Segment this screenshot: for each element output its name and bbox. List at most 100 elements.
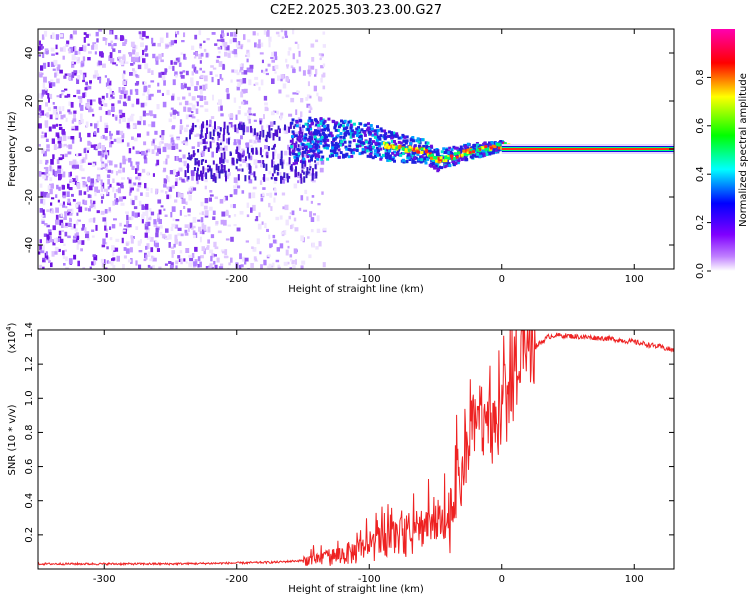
spectrogram-noise-cell: [225, 211, 229, 217]
spectrogram-noise-cell: [310, 65, 315, 70]
spectrogram-noise-cell: [189, 134, 191, 140]
spectrogram-signal-cell: [383, 153, 387, 157]
spectrogram-noise-cell: [199, 43, 202, 49]
spectrogram-noise-cell: [81, 159, 85, 163]
spectrogram-peak-cell: [434, 157, 438, 161]
spectrogram-noise-cell: [255, 135, 259, 140]
spectrogram-signal-cell: [326, 128, 330, 132]
spectrogram-noise-cell: [50, 184, 54, 189]
spectrogram-noise-cell: [160, 205, 164, 208]
spectrogram-noise-cell: [99, 115, 102, 122]
spectrogram-signal-cell: [347, 132, 351, 136]
spectrogram-noise-cell: [310, 200, 313, 204]
spectrogram-signal-cell: [307, 150, 311, 153]
spectrogram-signal-cell: [405, 139, 409, 143]
spectrogram-noise-cell: [68, 76, 71, 81]
spectrogram-noise-cell: [49, 177, 53, 182]
spectrogram-noise-cell: [202, 84, 206, 91]
spectrogram-noise-cell: [256, 238, 260, 245]
spectrogram-noise-cell: [143, 157, 148, 164]
spectrogram-noise-cell: [266, 193, 270, 196]
spectrogram-noise-cell: [91, 45, 95, 50]
spectrogram-noise-cell: [137, 268, 140, 269]
spectrogram-noise-cell: [100, 179, 103, 186]
spectrogram-noise-cell: [149, 93, 154, 97]
spectrogram-noise-cell: [198, 30, 202, 36]
spectrogram-peak-cell: [468, 150, 472, 154]
spectrogram-noise-cell: [188, 189, 193, 193]
spectrogram-noise-cell: [41, 34, 45, 40]
spectrogram-noise-cell: [266, 124, 270, 128]
spectrogram-noise-cell: [140, 42, 144, 47]
spectrogram-noise-cell: [42, 52, 45, 58]
spectrogram-noise-cell: [109, 52, 113, 58]
spectrogram-peak-cell: [408, 145, 412, 149]
spectrogram-noise-cell: [215, 59, 219, 63]
spectrogram-signal-cell: [409, 155, 413, 159]
spectrogram-signal-cell: [291, 149, 295, 153]
spectrogram-noise-cell: [121, 87, 126, 91]
spectrogram-signal-cell: [392, 156, 396, 160]
spectrogram-signal-cell: [306, 138, 310, 142]
spectrogram-noise-cell: [320, 159, 325, 165]
spectrogram-noise-cell: [222, 63, 225, 70]
spectrogram-noise-cell: [296, 59, 299, 64]
spectrogram-noise-cell: [172, 79, 176, 86]
spectrogram-peak-cell: [412, 147, 415, 151]
spectrogram-noise-cell: [94, 51, 97, 55]
spectrogram-noise-cell: [82, 56, 86, 62]
spectrogram-noise-cell: [72, 159, 77, 165]
spectrogram-noise-cell: [269, 192, 273, 198]
spectrogram-noise-cell: [45, 240, 49, 244]
spectrogram-noise-cell: [50, 47, 55, 52]
spectrogram-signal-cell: [372, 129, 376, 133]
spectrogram-noise-cell: [49, 236, 52, 242]
spectrogram-noise-cell: [125, 248, 130, 254]
spectrogram-noise-cell: [247, 109, 252, 114]
spectrogram-noise-cell: [43, 152, 46, 157]
spectrogram-noise-cell: [220, 139, 224, 145]
spectrogram-noise-cell: [73, 95, 77, 98]
spectrogram-noise-cell: [163, 160, 167, 165]
spectrogram-signal-cell: [335, 152, 339, 156]
spectrogram-noise-cell: [200, 159, 203, 165]
spectrogram-noise-cell: [174, 234, 178, 240]
spectrogram-noise-cell: [252, 140, 257, 144]
spectrogram-signal-cell: [322, 139, 326, 143]
spectrogram-noise-cell: [308, 128, 311, 135]
spectrogram-noise-cell: [252, 192, 256, 199]
spectrogram-signal-cell: [420, 138, 424, 142]
spectrogram-noise-cell: [268, 125, 271, 131]
spectrogram-noise-cell: [44, 132, 47, 138]
spectrogram-noise-cell: [287, 245, 290, 249]
spectrogram-signal-cell: [431, 162, 435, 165]
spectrogram-signal-cell: [369, 150, 373, 154]
spectrogram-noise-cell: [293, 217, 297, 222]
spectrogram-noise-cell: [79, 164, 83, 171]
spectrogram-peak-cell: [382, 141, 386, 145]
spectrogram-noise-cell: [278, 128, 281, 134]
spectrogram-noise-cell: [122, 56, 126, 61]
spectrogram-signal-cell: [415, 139, 419, 143]
spectrogram-noise-cell: [219, 146, 223, 151]
spectrogram-noise-cell: [266, 228, 269, 232]
spectrogram-noise-cell: [254, 42, 257, 48]
spectrogram-noise-cell: [56, 95, 60, 98]
spectrogram-noise-cell: [294, 227, 299, 232]
spectrogram-noise-cell: [45, 252, 48, 257]
spectrogram-ytick-label: 40: [24, 47, 35, 60]
spectrogram-noise-cell: [265, 68, 268, 72]
spectrogram-noise-cell: [213, 173, 216, 179]
spectrogram-noise-cell: [131, 56, 135, 62]
spectrogram-noise-cell: [196, 101, 199, 107]
spectrogram-signal-cell: [303, 150, 307, 154]
spectrogram-signal-cell: [497, 148, 501, 152]
spectrogram-noise-cell: [208, 165, 211, 172]
spectrogram-signal-cell: [420, 155, 424, 159]
spectrogram-noise-cell: [94, 191, 97, 197]
spectrogram-signal-cell: [360, 128, 364, 132]
spectrogram-noise-cell: [74, 46, 77, 52]
spectrogram-noise-cell: [282, 83, 287, 89]
spectrogram-signal-cell: [357, 131, 361, 135]
spectrogram-noise-cell: [291, 210, 295, 216]
